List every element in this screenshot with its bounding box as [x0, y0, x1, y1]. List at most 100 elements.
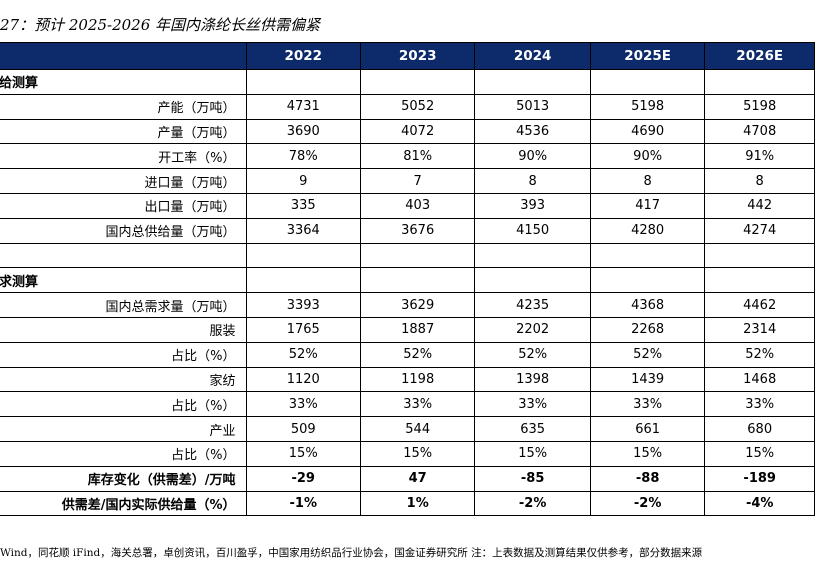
supply-section-row: 给测算 — [0, 69, 815, 95]
header-blank-cell — [0, 42, 247, 70]
value-cell: 4708 — [704, 118, 815, 145]
supply-section-label: 给测算 — [0, 69, 247, 95]
value-cell: 52% — [704, 341, 815, 368]
table-row-demand-6: 占比（%） 15% 15% 15% 15% 15% — [0, 440, 815, 467]
value-cell: 7 — [359, 168, 476, 194]
value-cell: 1398 — [474, 366, 591, 393]
row-label: 产量（万吨） — [0, 118, 247, 145]
value-cell: 1468 — [704, 366, 815, 393]
value-cell: 1439 — [589, 366, 706, 393]
value-cell: 2202 — [474, 316, 591, 343]
value-cell: 4274 — [704, 217, 815, 244]
table-row-supply-3: 进口量（万吨） 9 7 8 8 8 — [0, 168, 815, 194]
empty-cell — [359, 242, 476, 269]
value-cell: 1765 — [245, 316, 361, 343]
empty-cell — [704, 242, 815, 269]
header-year-2024: 2024 — [474, 42, 591, 70]
table-row-demand-2: 占比（%） 52% 52% 52% 52% 52% — [0, 341, 815, 368]
value-cell: 4072 — [359, 118, 476, 145]
value-cell: 509 — [245, 416, 361, 442]
value-cell: 4462 — [704, 292, 815, 318]
empty-cell — [474, 267, 591, 294]
value-cell: 52% — [359, 341, 476, 368]
value-cell: 4150 — [474, 217, 591, 244]
value-cell: 8 — [589, 168, 706, 194]
empty-cell — [589, 267, 706, 294]
value-cell: 78% — [245, 143, 361, 170]
row-label: 占比（%） — [0, 341, 247, 368]
value-cell: 5198 — [704, 93, 815, 120]
value-cell: 4731 — [245, 93, 361, 120]
value-cell: 2268 — [589, 316, 706, 343]
table-row-supply-1: 产量（万吨） 3690 4072 4536 4690 4708 — [0, 118, 815, 145]
value-cell: 15% — [704, 440, 815, 467]
value-cell: 1198 — [359, 366, 476, 393]
value-cell: 3690 — [245, 118, 361, 145]
row-label: 开工率（%） — [0, 143, 247, 170]
empty-cell — [245, 69, 361, 95]
value-cell: 5052 — [359, 93, 476, 120]
value-cell: 417 — [589, 192, 706, 219]
row-label: 库存变化（供需差）/万吨 — [0, 465, 247, 492]
value-cell: 8 — [704, 168, 815, 194]
spacer-row — [0, 242, 815, 269]
value-cell: -1% — [245, 490, 361, 517]
empty-cell — [589, 242, 706, 269]
table-title: 27：预计 2025-2026 年国内涤纶长丝供需偏紧 — [0, 16, 321, 34]
value-cell: 403 — [359, 192, 476, 219]
row-label: 进口量（万吨） — [0, 168, 247, 194]
value-cell: 442 — [704, 192, 815, 219]
value-cell: 15% — [359, 440, 476, 467]
value-cell: 4280 — [589, 217, 706, 244]
value-cell: -85 — [474, 465, 591, 492]
header-year-2026e: 2026E — [704, 42, 815, 70]
value-cell: 1% — [359, 490, 476, 517]
value-cell: 2314 — [704, 316, 815, 343]
empty-cell — [0, 242, 247, 269]
empty-cell — [589, 69, 706, 95]
empty-cell — [474, 69, 591, 95]
table-row-summary-0: 库存变化（供需差）/万吨 -29 47 -85 -88 -189 — [0, 465, 815, 492]
value-cell: 33% — [245, 391, 361, 418]
row-label: 产业 — [0, 416, 247, 442]
value-cell: 3364 — [245, 217, 361, 244]
value-cell: 81% — [359, 143, 476, 170]
value-cell: 15% — [474, 440, 591, 467]
table-row-demand-1: 服装 1765 1887 2202 2268 2314 — [0, 316, 815, 343]
row-label: 出口量（万吨） — [0, 192, 247, 219]
value-cell: 661 — [589, 416, 706, 442]
supply-demand-table: 2022 2023 2024 2025E 2026E 给测算 产能（万吨） 473… — [0, 42, 815, 517]
value-cell: 4368 — [589, 292, 706, 318]
source-note: Wind，同花顺 iFind，海关总署，卓创资讯，百川盈孚，中国家用纺织品行业协… — [0, 547, 703, 559]
empty-cell — [474, 242, 591, 269]
row-label: 国内总需求量（万吨） — [0, 292, 247, 318]
table-row-supply-4: 出口量（万吨） 335 403 393 417 442 — [0, 192, 815, 219]
row-label: 产能（万吨） — [0, 93, 247, 120]
empty-cell — [359, 267, 476, 294]
value-cell: -2% — [589, 490, 706, 517]
row-label: 占比（%） — [0, 440, 247, 467]
table-row-summary-1: 供需差/国内实际供给量（%） -1% 1% -2% -2% -4% — [0, 490, 815, 517]
value-cell: 47 — [359, 465, 476, 492]
header-year-2023: 2023 — [359, 42, 476, 70]
value-cell: 393 — [474, 192, 591, 219]
row-label: 家纺 — [0, 366, 247, 393]
header-year-2025e: 2025E — [589, 42, 706, 70]
value-cell: 5013 — [474, 93, 591, 120]
table-row-supply-0: 产能（万吨） 4731 5052 5013 5198 5198 — [0, 93, 815, 120]
value-cell: 335 — [245, 192, 361, 219]
value-cell: 52% — [245, 341, 361, 368]
value-cell: 3676 — [359, 217, 476, 244]
value-cell: 4690 — [589, 118, 706, 145]
value-cell: -189 — [704, 465, 815, 492]
row-label: 国内总供给量（万吨） — [0, 217, 247, 244]
empty-cell — [245, 242, 361, 269]
value-cell: 5198 — [589, 93, 706, 120]
empty-cell — [704, 69, 815, 95]
value-cell: 3629 — [359, 292, 476, 318]
value-cell: 15% — [245, 440, 361, 467]
table-row-demand-3: 家纺 1120 1198 1398 1439 1468 — [0, 366, 815, 393]
value-cell: 544 — [359, 416, 476, 442]
value-cell: 15% — [589, 440, 706, 467]
section-label: 求测算 — [0, 267, 247, 294]
